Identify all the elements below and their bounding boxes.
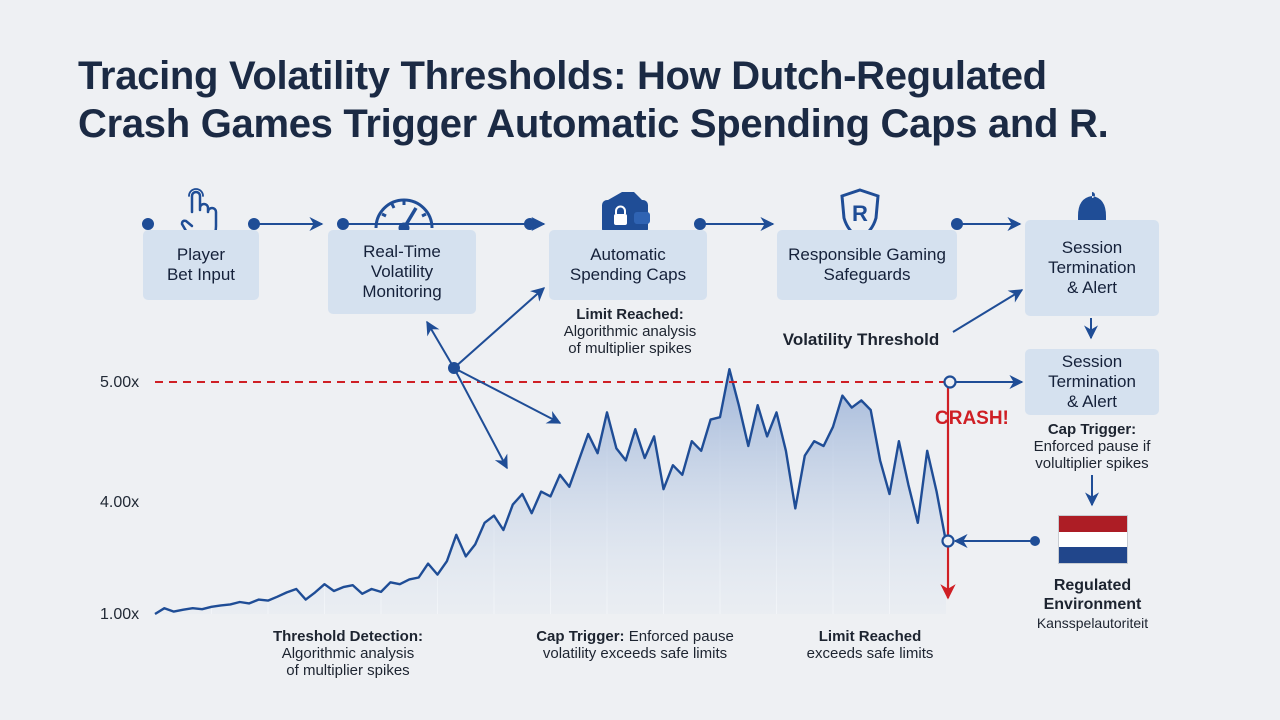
flow-box-caps-line-2: Spending Caps — [569, 265, 687, 284]
title-line-1: Tracing Volatility Thresholds: How Dutch… — [78, 54, 1047, 98]
threshold-detection-line-2: of multiplier spikes — [286, 662, 410, 679]
y-tick-label-5x: 5.00x — [100, 374, 140, 391]
limit-reached-bottom-line-2: exceeds safe limits — [806, 645, 934, 662]
side-box-line-3: & Alert — [1066, 392, 1118, 411]
annotation-threshold-detection: Threshold Detection: Algorithmic analysi… — [248, 628, 448, 679]
annotation-limit-head: Limit Reached: — [576, 306, 684, 323]
flow-box-monitoring-line-1: Real-Time — [363, 242, 441, 261]
regulated-line-2: Environment — [1043, 596, 1142, 613]
cap-trigger-line-2: volultiplier spikes — [1035, 455, 1149, 472]
crash-label: CRASH! — [935, 408, 1009, 429]
flow-box-player: Player Bet Input — [143, 230, 259, 300]
hub-arrows — [426, 287, 1099, 548]
flow-connectors — [142, 217, 1022, 231]
cap-trigger-head: Cap Trigger: — [1047, 421, 1137, 438]
chart-layer — [154, 368, 948, 616]
annotation-limit-line-2: of multiplier spikes — [568, 340, 692, 357]
chart-series-line — [154, 368, 948, 616]
flow-box-termination-line-2: Termination — [1048, 258, 1136, 277]
flag-connector-dot — [1030, 536, 1040, 546]
flow-box-player-line-2: Bet Input — [166, 265, 236, 284]
threshold-detection-head: Threshold Detection: — [272, 628, 423, 645]
flow-box-monitoring: Real-Time Volatility Monitoring — [328, 230, 476, 314]
side-box-termination: Session Termination & Alert — [1025, 349, 1159, 415]
threshold-node — [943, 375, 957, 389]
flow-box-termination-line-1: Session — [1061, 238, 1123, 257]
side-box-line-1: Session — [1061, 352, 1123, 371]
flow-box-caps-line-1: Automatic — [590, 245, 666, 264]
svg-text:R: R — [852, 201, 868, 226]
flow-box-safeguards-line-1: Responsible Gaming — [788, 245, 946, 264]
netherlands-flag — [1058, 515, 1128, 564]
y-tick-label-1x: 1.00x — [100, 606, 140, 623]
gauge-icon — [374, 198, 434, 234]
regulated-environment: Regulated Environment Kansspelautoriteit — [1010, 576, 1175, 633]
cap-trigger-line-1: Enforced pause if — [1033, 438, 1151, 455]
flow-box-safeguards: Responsible Gaming Safeguards — [777, 230, 957, 300]
flow-box-termination-line-3: & Alert — [1066, 278, 1118, 297]
wallet-lock-icon — [602, 192, 650, 234]
threshold-detection-line-1: Algorithmic analysis — [281, 645, 415, 662]
side-box-line-2: Termination — [1048, 372, 1136, 391]
regulator-name: Kansspelautoriteit — [1036, 615, 1149, 631]
cap-trigger-bottom-line-2: volatility exceeds safe limits — [542, 645, 728, 662]
cap-trigger-bottom-rest: Enforced pause — [628, 628, 734, 645]
chart-area-fill — [155, 369, 946, 614]
annotation-limit-reached: Limit Reached: Algorithmic analysis of m… — [540, 306, 720, 357]
annotation-cap-trigger: Cap Trigger: Enforced pause if volultipl… — [1018, 421, 1166, 472]
annotation-limit-line-1: Algorithmic analysis — [563, 323, 697, 340]
y-tick-label-4x: 4.00x — [100, 494, 140, 511]
flow-box-caps: Automatic Spending Caps — [549, 230, 707, 300]
annotation-limit-reached-bottom: Limit Reached exceeds safe limits — [790, 628, 950, 662]
flow-box-monitoring-line-3: Monitoring — [362, 282, 442, 301]
flow-box-player-line-1: Player — [176, 245, 226, 264]
flow-box-termination: Session Termination & Alert — [1025, 220, 1159, 316]
flow-box-safeguards-line-2: Safeguards — [823, 265, 911, 284]
volatility-threshold-label: Volatility Threshold — [782, 330, 940, 349]
crash-node — [941, 534, 955, 548]
page-title: Tracing Volatility Thresholds: How Dutch… — [78, 52, 1258, 148]
cap-trigger-bottom-head: Cap Trigger: — [536, 628, 625, 645]
limit-reached-bottom-head: Limit Reached — [818, 628, 922, 645]
hub-dot — [448, 362, 460, 374]
flow-box-monitoring-line-2: Volatility — [370, 262, 434, 281]
title-line-2: Crash Games Trigger Automatic Spending C… — [78, 102, 1109, 146]
annotation-cap-trigger-bottom: Cap Trigger: Enforced pause volatility e… — [515, 628, 755, 662]
regulated-line-1: Regulated — [1053, 577, 1132, 594]
